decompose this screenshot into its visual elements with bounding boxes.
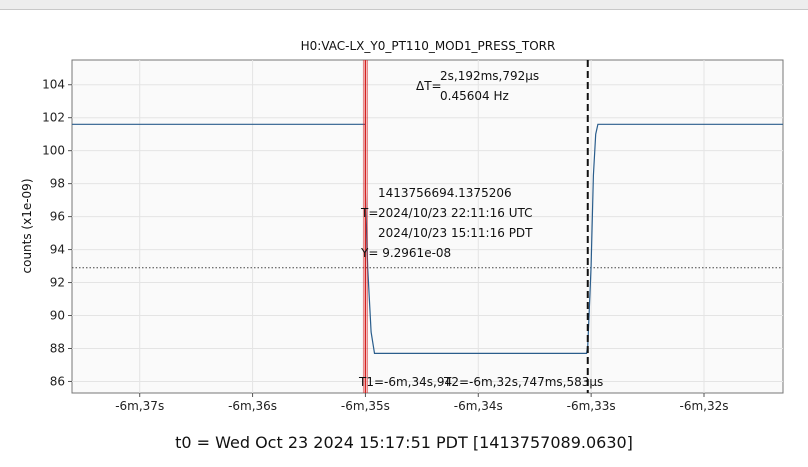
y-tick-label: 104	[42, 78, 65, 92]
cursor-readout: ΔT= 2s,192ms,792µs 0.45604 Hz 1413756694…	[358, 69, 603, 389]
y-tick-label: 94	[50, 243, 65, 257]
t1-cursor-label: T1=-6m,34s,94	[358, 375, 452, 389]
y-tick-label: 98	[50, 177, 65, 191]
t2-cursor-label: T2=-6m,32s,747ms,583µs	[443, 375, 603, 389]
utc-time-readout: 2024/10/23 22:11:16 UTC	[378, 206, 532, 220]
y-tick-label: 100	[42, 144, 65, 158]
gps-time-readout: 1413756694.1375206	[378, 186, 512, 200]
pdt-time-readout: 2024/10/23 15:11:16 PDT	[378, 226, 533, 240]
y-tick-label: 96	[50, 210, 65, 224]
x-tick-label: -6m,35s	[341, 399, 390, 413]
t-label: T=	[360, 206, 378, 220]
delta-frequency-value: 0.45604 Hz	[440, 89, 509, 103]
cursor-layer	[362, 60, 589, 393]
window-titlebar-strip	[0, 0, 808, 10]
x-tick-label: -6m,37s	[115, 399, 164, 413]
y-tick-label: 86	[50, 374, 65, 388]
y-axis-ticks: 86 88 90 92 94 96 98 100 102 104	[42, 78, 72, 388]
y-tick-label: 90	[50, 309, 65, 323]
y-value-readout: Y= 9.2961e-08	[360, 246, 451, 260]
plot-frame	[71, 59, 784, 394]
y-tick-label: 92	[50, 276, 65, 290]
x-tick-label: -6m,33s	[567, 399, 616, 413]
y-tick-label: 88	[50, 341, 65, 355]
x-tick-label: -6m,36s	[228, 399, 277, 413]
plot-area[interactable]	[71, 59, 784, 394]
time-origin-label: t0 = Wed Oct 23 2024 15:17:51 PDT [14137…	[175, 433, 633, 452]
x-tick-label: -6m,32s	[680, 399, 729, 413]
y-tick-label: 102	[42, 111, 65, 125]
delta-time-value: 2s,192ms,792µs	[440, 69, 539, 83]
y-axis-label: counts (x1e-09)	[20, 178, 34, 273]
chart-title: H0:VAC-LX_Y0_PT110_MOD1_PRESS_TORR	[301, 39, 556, 53]
x-tick-label: -6m,34s	[454, 399, 503, 413]
x-axis-ticks: -6m,37s -6m,36s -6m,35s -6m,34s -6m,33s -6m,3…	[115, 393, 729, 413]
delta-t-label: ΔT=	[416, 79, 442, 93]
